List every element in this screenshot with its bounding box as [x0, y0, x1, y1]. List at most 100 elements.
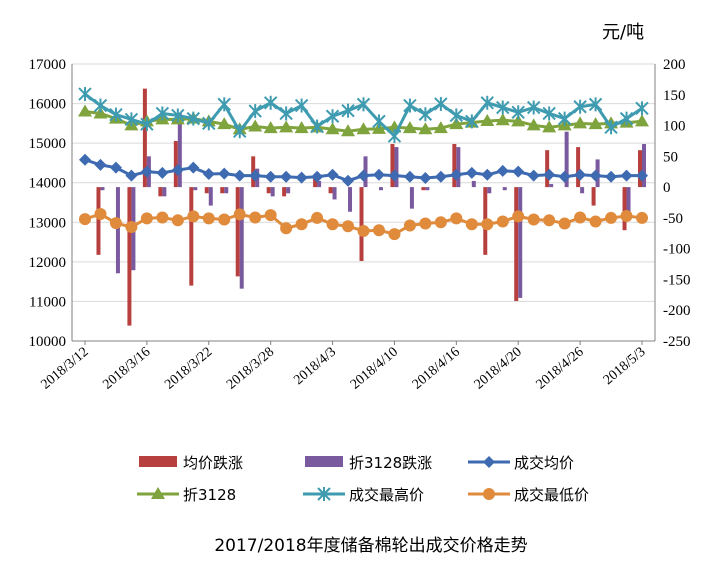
data-point-circle: [465, 218, 478, 231]
data-point-triangle: [294, 121, 309, 134]
bar: [452, 144, 457, 188]
data-point-triangle: [635, 114, 649, 127]
right-axis-unit: 元/吨: [602, 22, 644, 43]
data-point-asterisk: [635, 101, 649, 116]
data-point-diamond: [543, 168, 556, 181]
data-point-triangle: [542, 120, 557, 133]
data-point-asterisk: [248, 104, 262, 119]
data-point-circle: [372, 224, 385, 237]
data-point-diamond: [233, 169, 246, 182]
data-point-asterisk: [403, 98, 417, 113]
data-point-triangle: [433, 121, 448, 134]
legend-label: 折3128跌涨: [349, 454, 432, 472]
data-point-diamond: [280, 170, 293, 183]
data-point-asterisk: [310, 119, 324, 134]
data-point-circle: [620, 209, 633, 222]
bar: [564, 131, 569, 188]
data-point-diamond: [589, 169, 602, 182]
bar: [235, 187, 240, 277]
data-point-asterisk: [542, 106, 556, 121]
data-point-diamond: [125, 169, 138, 182]
legend-item: 成交最低价: [468, 486, 589, 504]
data-point-asterisk: [93, 98, 108, 113]
data-point-circle: [481, 218, 494, 231]
data-point-circle: [605, 211, 618, 224]
data-point-asterisk: [217, 97, 231, 112]
bar: [173, 140, 178, 188]
data-point-asterisk: [465, 114, 479, 129]
bar: [390, 144, 395, 188]
data-point-diamond: [218, 167, 231, 180]
legend-swatch: [139, 456, 177, 467]
bar: [502, 187, 507, 191]
data-point-asterisk: [325, 109, 340, 124]
left-axis-tick-label: 15000: [29, 136, 67, 152]
legend-item: 折3128: [137, 486, 236, 504]
data-point-asterisk: [294, 98, 309, 113]
data-point-asterisk: [263, 95, 278, 110]
bar: [224, 187, 229, 194]
data-point-circle: [218, 213, 231, 226]
data-point-circle: [450, 212, 463, 225]
bar: [545, 150, 550, 188]
data-point-circle: [419, 217, 432, 230]
bar: [266, 187, 271, 194]
bar: [332, 187, 337, 200]
data-point-diamond: [605, 170, 618, 183]
data-point-asterisk: [186, 111, 201, 126]
data-point-triangle: [495, 113, 510, 126]
bar: [549, 184, 554, 188]
data-point-triangle: [418, 122, 433, 135]
data-point-triangle: [78, 104, 92, 117]
data-point-circle: [527, 213, 540, 226]
bar: [359, 187, 364, 261]
left-axis-tick-label: 13000: [29, 215, 67, 231]
right-axis-tick-label: -100: [663, 242, 691, 258]
data-point-asterisk: [279, 106, 293, 121]
data-point-asterisk: [557, 111, 572, 126]
bar: [313, 177, 318, 188]
legend-label: 成交最高价: [349, 486, 424, 504]
data-point-diamond: [249, 169, 262, 182]
data-point-asterisk: [588, 97, 603, 112]
data-point-asterisk: [604, 120, 618, 135]
data-point-circle: [483, 488, 495, 500]
data-point-asterisk: [434, 96, 448, 111]
data-point-circle: [249, 211, 262, 224]
right-axis-tick-label: 50: [663, 149, 678, 165]
left-axis-tick-label: 10000: [29, 334, 67, 350]
data-point-circle: [342, 220, 355, 233]
legend-label: 成交均价: [514, 454, 574, 472]
data-point-circle: [636, 211, 648, 224]
bar: [348, 187, 353, 212]
data-point-circle: [156, 211, 169, 224]
bar: [456, 147, 461, 188]
data-point-asterisk: [372, 114, 386, 129]
data-point-asterisk: [387, 129, 402, 144]
bar: [204, 187, 209, 194]
data-point-triangle: [356, 122, 371, 135]
bar: [193, 187, 198, 191]
data-point-diamond: [187, 161, 200, 174]
data-point-asterisk: [480, 95, 494, 110]
data-point-diamond: [574, 168, 587, 181]
bar: [158, 187, 163, 197]
data-point-triangle: [480, 113, 495, 126]
data-point-circle: [171, 214, 184, 227]
left-axis-tick-label: 12000: [29, 255, 67, 271]
bar: [622, 187, 627, 231]
data-point-diamond: [295, 171, 308, 184]
data-point-asterisk: [155, 106, 170, 121]
data-point-asterisk: [124, 112, 139, 127]
bar: [115, 187, 120, 274]
right-axis-tick-label: 150: [663, 88, 686, 104]
data-point-circle: [140, 212, 153, 225]
legend-item: 成交均价: [468, 454, 574, 472]
legend-item: 成交最高价: [303, 486, 424, 504]
data-point-circle: [388, 228, 401, 241]
data-point-circle: [295, 218, 308, 231]
data-point-asterisk: [140, 117, 154, 132]
data-point-asterisk: [171, 108, 185, 123]
bar: [127, 187, 132, 326]
